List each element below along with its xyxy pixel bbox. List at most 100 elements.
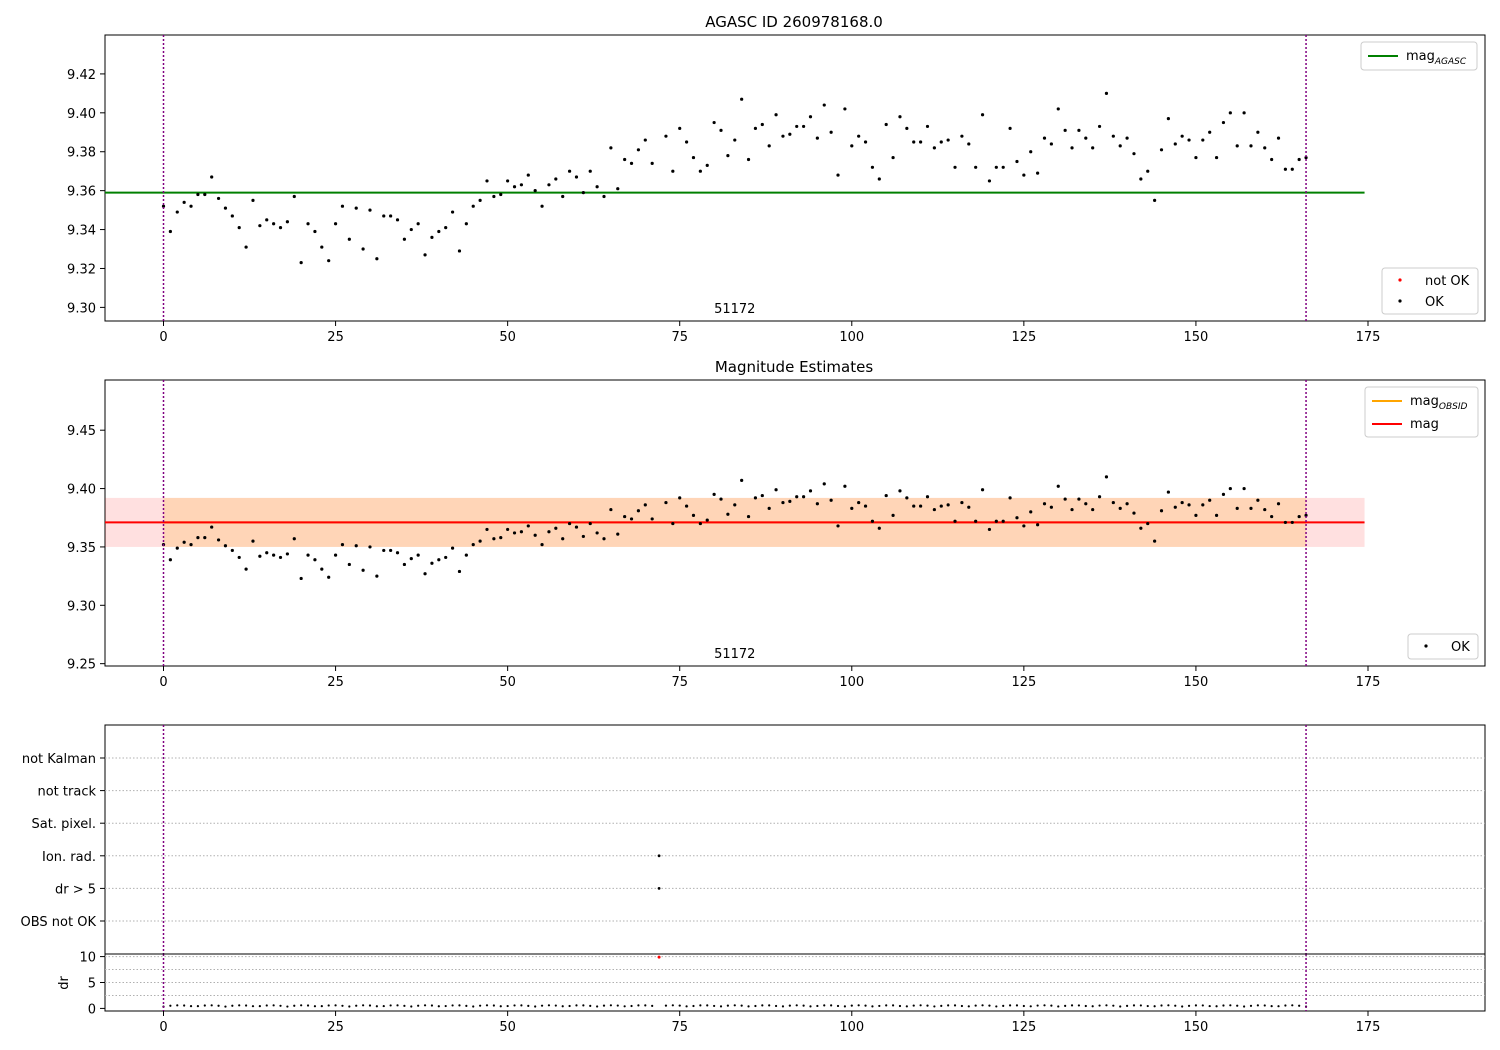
data-point [354,206,358,210]
data-point [774,488,778,492]
data-point [1056,107,1060,111]
dr-point [417,1004,420,1007]
data-point [1097,124,1102,129]
data-point [292,194,296,199]
panel1-plot: 51172 0 25 50 75 100 125 150 175 9.30 9.32 9.34 9.36… [67,34,1486,345]
data-point [1304,513,1308,518]
data-point [485,179,489,183]
dr-point [651,1004,654,1008]
dr-point [823,1004,826,1007]
data-point [1283,167,1287,171]
data-point [1180,134,1184,138]
data-point [244,245,248,249]
data-point [698,521,702,526]
dr-point [1002,1004,1005,1007]
dr-point [602,1004,606,1007]
axes-frame [104,34,1486,322]
data-point [629,161,634,166]
dr-point [527,1004,530,1007]
x-tick-label: 50 [499,330,516,345]
panel3-flags-plot: not Kalman not track Sat. pixel. Ion. rad. d… [21,724,1486,955]
data-point [1077,128,1081,132]
data-point [402,237,407,241]
data-point [1008,496,1012,500]
data-point [671,521,675,526]
data-point [375,574,379,578]
data-point [237,555,241,560]
data-point [196,535,200,540]
panel2-title: Magnitude Estimates [715,358,873,376]
data-point [203,192,207,197]
dr-point [396,1004,399,1007]
data-point [1070,146,1074,150]
data-point [1042,502,1047,506]
data-point [327,259,331,263]
x-tick-label: 100 [839,330,864,345]
data-point [333,222,338,226]
data-point [409,557,413,561]
data-point [464,553,468,557]
data-point [1091,507,1095,512]
data-point [1283,520,1287,525]
dr-point [382,1004,385,1008]
data-point [237,226,241,230]
data-point [210,175,214,179]
data-point [533,189,537,193]
data-point [574,175,579,179]
data-point [1249,506,1253,511]
data-point [1022,173,1026,177]
data-point [1270,157,1274,162]
dr-point [437,1005,440,1008]
dr-point [189,1005,193,1008]
dr-point [575,1004,578,1007]
dr-point [809,1005,812,1008]
dr-point [974,1004,977,1007]
dr-point [1036,1004,1039,1007]
dr-point [609,1004,612,1007]
data-point [705,163,709,167]
data-point [278,555,283,560]
data-point [740,478,744,482]
dr-point [1057,1005,1060,1008]
data-point [1015,516,1019,520]
y-tick-label: 10 [79,951,96,966]
data-point [946,138,950,142]
data-point [643,138,647,142]
dr-point [196,1005,200,1008]
flag-point [657,887,661,890]
data-point [802,124,806,129]
data-point [175,546,179,550]
dr-point [623,1005,626,1008]
legend-marker [1424,644,1428,648]
dr-point [1132,1004,1136,1007]
data-point [1235,144,1239,148]
dr-point [306,1004,310,1007]
data-point [1256,130,1260,134]
dr-point [244,1004,248,1007]
y-tick-label: 9.32 [67,262,96,277]
data-point [1132,152,1136,156]
dr-point [960,1004,964,1008]
dr-point [183,1004,186,1007]
data-point [1118,506,1122,511]
data-point [182,540,186,544]
dr-point [547,1004,551,1007]
dr-axis-label: dr [57,976,72,990]
data-point [884,493,888,498]
dr-point [1291,1004,1294,1007]
dr-point [1243,1005,1246,1008]
data-point [526,173,530,177]
data-point [1029,150,1033,154]
dr-point [940,1004,943,1008]
dr-point [217,1004,220,1007]
data-point [444,555,448,560]
dr-point [1222,1004,1225,1007]
dr-point [1215,1005,1218,1008]
data-point [444,226,448,230]
data-point [788,499,792,504]
legend-label: not OK [1425,274,1470,289]
data-point [333,553,338,557]
dr-point [596,1005,599,1008]
data-point [939,140,943,144]
data-point [272,222,276,226]
